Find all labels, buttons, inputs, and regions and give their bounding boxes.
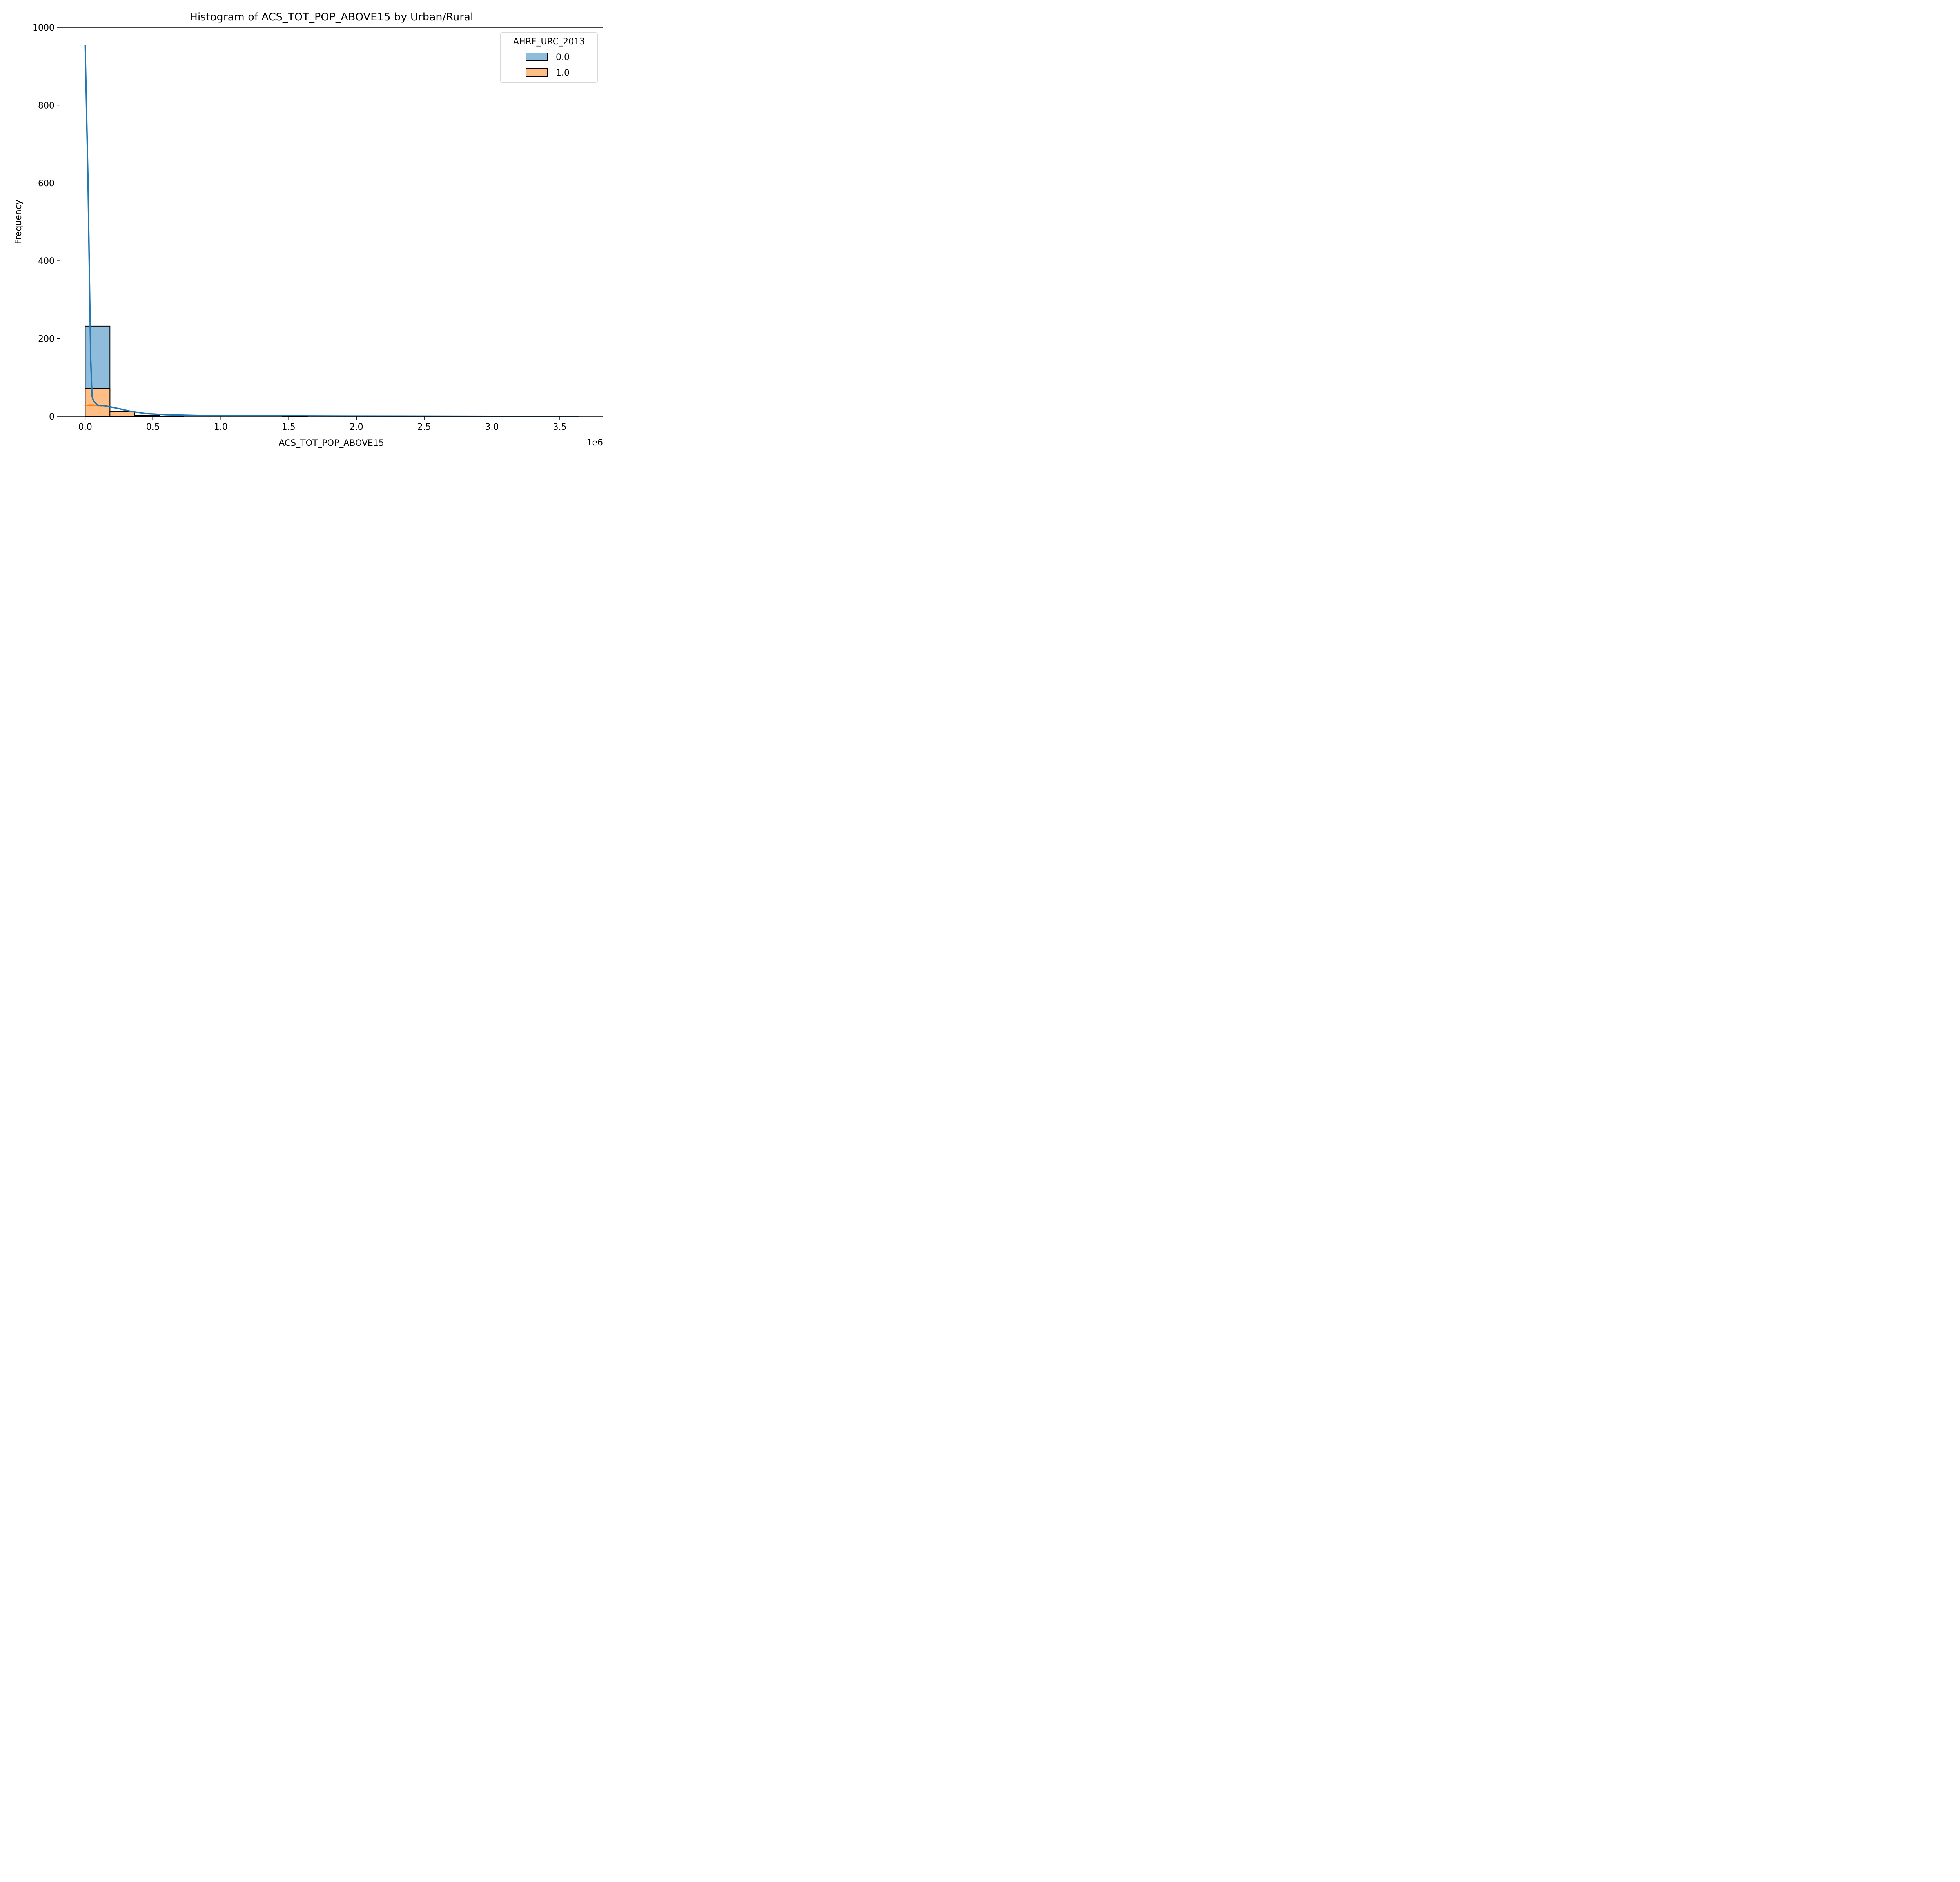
y-tick-label: 800 [38,101,54,111]
y-tick-label: 1000 [33,23,54,33]
y-tick-label: 400 [38,256,54,266]
y-tick-label: 0 [49,412,54,422]
legend-box [500,32,598,83]
x-axis-label: ACS_TOT_POP_ABOVE15 [279,438,384,448]
y-axis-label: Frequency [14,200,24,244]
legend-swatch-series-1 [526,68,548,77]
x-tick-label: 1.5 [282,422,296,432]
legend-label-series-0: 0.0 [556,53,570,62]
chart-title: Histogram of ACS_TOT_POP_ABOVE15 by Urba… [190,11,474,23]
x-axis-offset-text: 1e6 [586,438,603,448]
x-tick-label: 0.5 [146,422,160,432]
histogram-bar-series-1 [85,388,111,417]
histogram-bar-series-1 [109,411,135,417]
plot-frame [60,27,603,417]
histogram-chart: 0.0 0.5 1.0 1.5 2.0 2.5 3.0 3.5 0 200 400 600 800 100… [14,11,603,448]
x-tick-label: 3.0 [485,422,499,432]
x-tick-label: 0.0 [78,422,92,432]
x-tick-label: 2.5 [417,422,431,432]
legend-label-series-1: 1.0 [556,68,570,78]
y-tick-label: 200 [38,334,54,344]
kde-line-series-0 [84,45,580,417]
x-tick-label: 2.0 [350,422,363,432]
x-tick-label: 3.5 [553,422,567,432]
x-tick-label: 1.0 [214,422,228,432]
kde-layer [84,45,580,417]
axes-layer: 0.0 0.5 1.0 1.5 2.0 2.5 3.0 3.5 0 200 400 600 800 100… [33,23,567,432]
figure: 0.0 0.5 1.0 1.5 2.0 2.5 3.0 3.5 0 200 400 600 800 100… [0,0,608,456]
legend-entries: 0.0 1.0 [526,53,570,78]
legend-title: AHRF_URC_2013 [513,37,585,47]
legend: AHRF_URC_2013 0.0 1.0 [500,32,598,83]
bars-layer [85,325,308,417]
y-tick-label: 600 [38,179,54,189]
legend-swatch-series-0 [526,53,548,61]
